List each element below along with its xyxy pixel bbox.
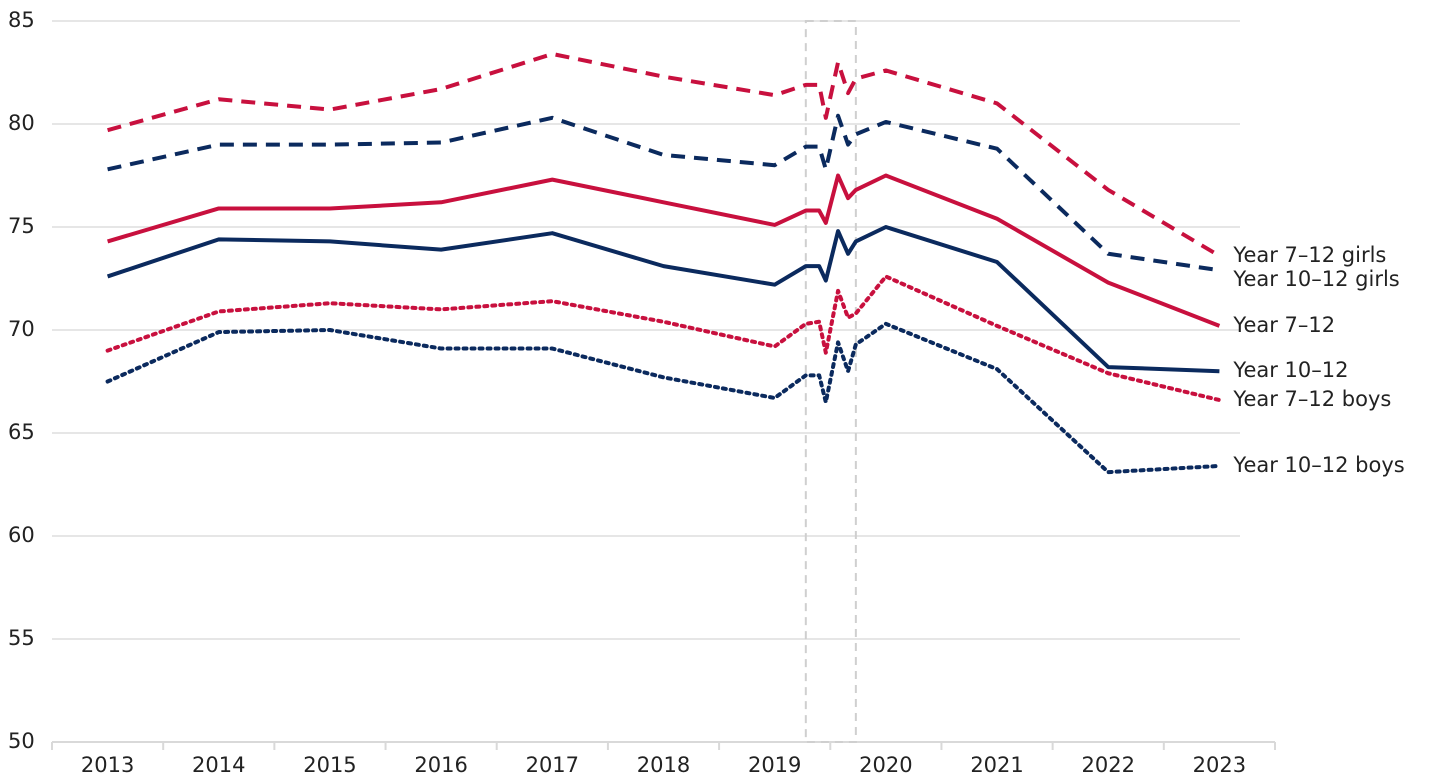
y-tick-label: 50 xyxy=(8,729,35,753)
series-label: Year 7–12 boys xyxy=(1232,387,1391,411)
series-line xyxy=(106,225,1220,374)
series-line xyxy=(107,113,1220,273)
x-tick-label: 2013 xyxy=(81,753,134,777)
y-tick-label: 80 xyxy=(8,111,35,135)
y-tick-label: 75 xyxy=(8,214,35,238)
highlight-period xyxy=(804,20,857,743)
x-tick-label: 2017 xyxy=(526,753,579,777)
x-tick-label: 2021 xyxy=(970,753,1023,777)
series-label: Year 7–12 xyxy=(1232,313,1335,337)
series-label: Year 10–12 xyxy=(1232,358,1348,382)
series-line xyxy=(105,274,1222,403)
x-tick-label: 2023 xyxy=(1193,753,1246,777)
x-tick-label: 2018 xyxy=(637,753,690,777)
series-line xyxy=(105,321,1222,475)
series-line xyxy=(107,51,1221,258)
x-tick-label: 2014 xyxy=(192,753,245,777)
series-label: Year 10–12 boys xyxy=(1232,453,1404,477)
x-tick-label: 2016 xyxy=(414,753,467,777)
x-tick-label: 2019 xyxy=(748,753,801,777)
series-label: Year 7–12 girls xyxy=(1232,243,1386,267)
x-tick-label: 2022 xyxy=(1082,753,1135,777)
y-tick-label: 85 xyxy=(8,8,35,32)
y-tick-label: 60 xyxy=(8,523,35,547)
y-tick-label: 65 xyxy=(8,420,35,444)
series-label: Year 10–12 girls xyxy=(1232,267,1399,291)
y-tick-label: 70 xyxy=(8,317,35,341)
x-tick-label: 2015 xyxy=(303,753,356,777)
series-line xyxy=(107,173,1221,328)
y-tick-label: 55 xyxy=(8,626,35,650)
x-tick-label: 2020 xyxy=(859,753,912,777)
